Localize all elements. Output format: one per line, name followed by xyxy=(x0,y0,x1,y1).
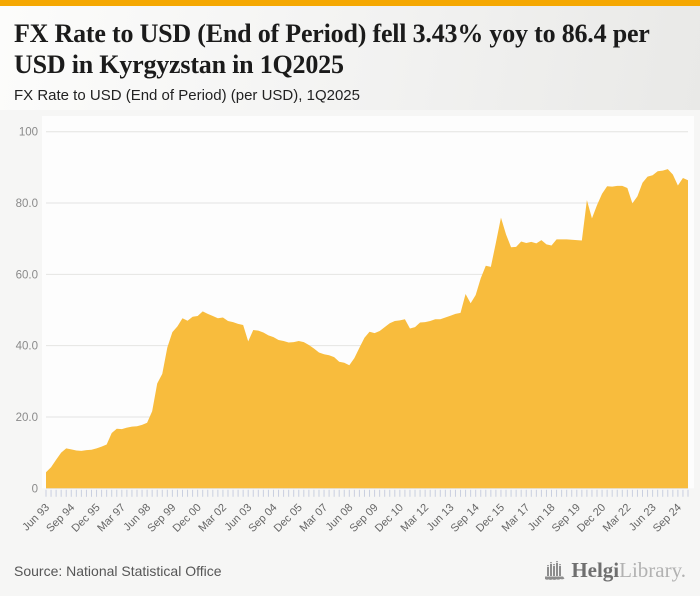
y-tick-label: 60.0 xyxy=(16,269,38,281)
y-tick-label: 0 xyxy=(32,483,38,495)
x-tick-label: Mar 97 xyxy=(95,502,128,535)
y-tick-label: 40.0 xyxy=(16,341,38,353)
chart-subtitle: FX Rate to USD (End of Period) (per USD)… xyxy=(14,87,360,105)
footer: Source: National Statistical Office Helg… xyxy=(0,555,700,596)
x-tick-label: Dec 00 xyxy=(171,502,204,535)
bar-chart-logo-icon xyxy=(545,561,565,580)
chart-area: 100 80.0 60.0 40.0 20.0 0 Jun 93 Sep 94 Dec 95 Ma… xyxy=(0,110,700,555)
y-tick-label: 80.0 xyxy=(16,198,38,210)
x-tick-label: Dec 20 xyxy=(575,502,608,535)
x-tick-label: Dec 15 xyxy=(474,502,507,535)
brand-wordmark: HelgiLibrary. xyxy=(571,560,686,581)
x-tick-label: Mar 22 xyxy=(601,502,634,535)
brand-library: Library. xyxy=(619,558,686,582)
x-tick-label: Dec 05 xyxy=(272,502,305,535)
helgi-library-logo: HelgiLibrary. xyxy=(544,560,686,581)
x-tick-label: Mar 02 xyxy=(196,502,229,535)
x-tick-label: Sep 24 xyxy=(651,502,684,535)
header: FX Rate to USD (End of Period) fell 3.43… xyxy=(0,6,700,110)
x-tick-label: Mar 17 xyxy=(500,502,533,535)
x-tick-label: Mar 07 xyxy=(297,502,330,535)
x-tick-label: Mar 12 xyxy=(399,502,432,535)
accent-bar xyxy=(0,0,700,6)
page-title: FX Rate to USD (End of Period) fell 3.43… xyxy=(14,19,650,80)
source-note: Source: National Statistical Office xyxy=(14,562,222,579)
y-tick-label: 100 xyxy=(19,127,38,139)
brand-helgi: Helgi xyxy=(571,558,620,582)
x-tick-label: Dec 10 xyxy=(373,502,406,535)
x-tick-label: Dec 95 xyxy=(70,502,103,535)
y-tick-label: 20.0 xyxy=(16,412,38,424)
area-path xyxy=(46,169,688,489)
